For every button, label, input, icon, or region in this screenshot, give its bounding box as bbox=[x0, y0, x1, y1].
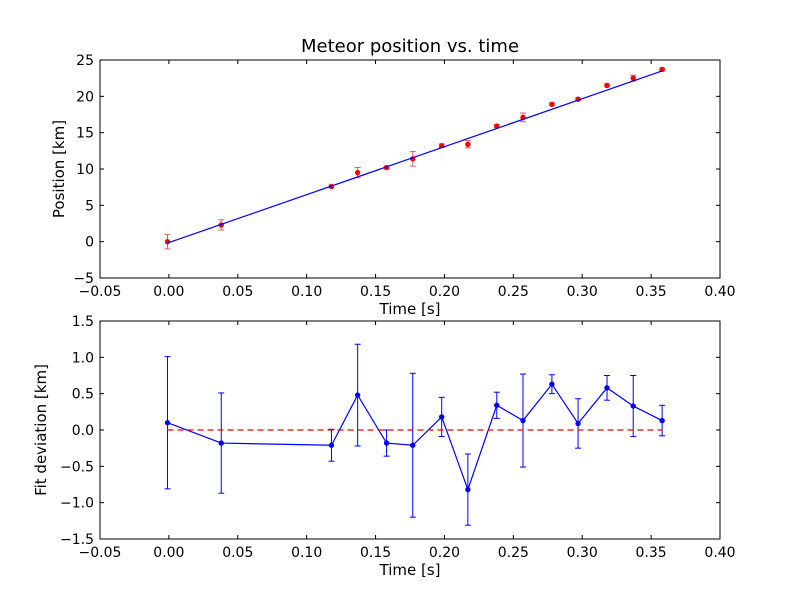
y-tick-label: −1.5 bbox=[60, 532, 94, 548]
errorbar-3 bbox=[354, 167, 361, 179]
data-point bbox=[494, 402, 500, 408]
position-panel: −0.05 0.00 0.05 0.10 0.15 0.20 0.25 0.30 0.35 0.4… bbox=[50, 36, 736, 318]
x-axis-label: Time [s] bbox=[379, 300, 441, 318]
errorbar-12 bbox=[604, 375, 611, 401]
y-tick-label: 20 bbox=[76, 89, 94, 105]
data-point bbox=[328, 442, 335, 448]
x-tick-label: 0.10 bbox=[291, 284, 322, 300]
data-point bbox=[520, 417, 526, 424]
x-tick-label: 0.10 bbox=[291, 545, 322, 561]
errorbar-12 bbox=[604, 82, 611, 89]
errorbar-3 bbox=[354, 343, 361, 447]
data-point bbox=[410, 442, 416, 448]
y-tick-label: 0.5 bbox=[72, 387, 94, 403]
data-point bbox=[218, 440, 224, 446]
x-tick-label: 0.20 bbox=[429, 545, 460, 561]
fit-line bbox=[167, 70, 663, 244]
x-tick-label: 0.00 bbox=[153, 545, 184, 561]
x-tick-label: 0.15 bbox=[360, 284, 391, 300]
errorbar-2 bbox=[328, 428, 335, 462]
y-tick-label: 15 bbox=[76, 126, 94, 142]
x-tick-label: −0.05 bbox=[79, 284, 122, 300]
x-tick-label: 0.25 bbox=[498, 284, 529, 300]
errorbar-7 bbox=[464, 453, 471, 526]
chart-title: Meteor position vs. time bbox=[301, 36, 519, 57]
x-tick-label: 0.35 bbox=[636, 545, 667, 561]
y-axis-label: Position [km] bbox=[50, 120, 68, 218]
data-point bbox=[438, 414, 445, 420]
errorbar-14 bbox=[659, 66, 666, 73]
x-tick-label: 0.40 bbox=[704, 284, 735, 300]
data-point bbox=[604, 82, 610, 89]
data-point bbox=[659, 66, 665, 73]
y-tick-label: 5 bbox=[85, 198, 94, 214]
deviation-panel: −0.05 0.00 0.05 0.10 0.15 0.20 0.25 0.30 0.35 0.4… bbox=[32, 314, 736, 579]
x-tick-label: 0.30 bbox=[567, 545, 598, 561]
x-tick-label: −0.05 bbox=[79, 545, 122, 561]
x-tick-label: 0.30 bbox=[567, 284, 598, 300]
y-tick-label: 10 bbox=[76, 162, 94, 178]
errorbar-10 bbox=[548, 101, 555, 108]
x-tick-label: 0.35 bbox=[636, 284, 667, 300]
data-point bbox=[630, 403, 636, 409]
y-tick-label: 25 bbox=[76, 53, 94, 69]
x-tick-label: 0.25 bbox=[498, 545, 529, 561]
y-axis-label: Fit deviation [km] bbox=[32, 364, 50, 496]
data-point bbox=[354, 392, 361, 398]
errorbar-8 bbox=[493, 391, 500, 419]
x-tick-label: 0.00 bbox=[153, 284, 184, 300]
errorbar-1 bbox=[218, 392, 225, 494]
data-point bbox=[383, 440, 390, 446]
data-point bbox=[549, 101, 555, 108]
plot-area bbox=[100, 60, 720, 278]
data-point bbox=[659, 417, 665, 424]
x-axis-label: Time [s] bbox=[379, 561, 441, 579]
errorbar-13 bbox=[630, 375, 637, 438]
data-point bbox=[630, 75, 636, 81]
data-point bbox=[604, 385, 610, 391]
errorbar-0 bbox=[164, 356, 171, 490]
errorbar-11 bbox=[575, 398, 582, 449]
errorbar-9 bbox=[519, 373, 526, 468]
y-tick-label: −1.0 bbox=[60, 496, 94, 512]
errorbar-14 bbox=[659, 404, 666, 437]
errorbar-5 bbox=[409, 372, 416, 518]
y-tick-label: −5 bbox=[73, 271, 94, 287]
x-tick-label: 0.15 bbox=[360, 545, 391, 561]
data-point bbox=[164, 420, 171, 426]
errorbar-4 bbox=[383, 429, 390, 457]
data-point bbox=[575, 420, 581, 427]
x-tick-label: 0.20 bbox=[429, 284, 460, 300]
x-tick-label: 0.05 bbox=[222, 284, 253, 300]
series-1 bbox=[167, 70, 663, 244]
data-point bbox=[354, 169, 361, 176]
y-tick-label: 1.5 bbox=[72, 314, 94, 330]
y-tick-label: 0.0 bbox=[72, 423, 94, 439]
y-tick-label: 0 bbox=[85, 235, 94, 251]
data-point bbox=[465, 141, 471, 147]
x-tick-label: 0.40 bbox=[704, 545, 735, 561]
y-tick-label: 1.0 bbox=[72, 350, 94, 366]
y-tick-label: −0.5 bbox=[60, 459, 94, 475]
errorbar-10 bbox=[548, 374, 555, 395]
errorbar-7 bbox=[464, 140, 471, 149]
data-point bbox=[465, 486, 471, 493]
series-0 bbox=[164, 343, 666, 526]
data-point bbox=[549, 381, 555, 387]
x-tick-label: 0.05 bbox=[222, 545, 253, 561]
